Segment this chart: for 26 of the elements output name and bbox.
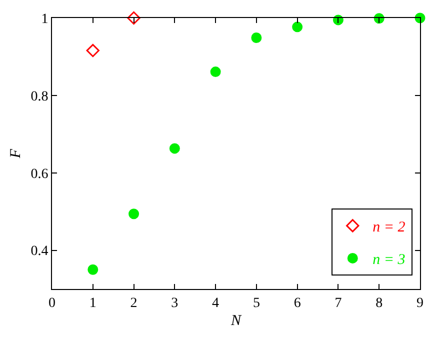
legend-label: n = 3 [372, 252, 406, 268]
y-axis-title: F [8, 148, 24, 160]
x-tick-label: 5 [252, 296, 260, 311]
x-tick-label: 7 [334, 296, 342, 311]
point [86, 44, 100, 58]
x-tick-label: 4 [212, 296, 220, 311]
x-tick-label: 8 [376, 296, 383, 311]
x-tick-label: 0 [48, 296, 56, 311]
x-tick-label: 1 [89, 296, 96, 311]
point [128, 208, 140, 220]
point [88, 264, 98, 275]
y-tick-label: 0.8 [30, 89, 48, 104]
legend-label: n = 2 [372, 220, 406, 236]
y-tick-label: 1 [41, 12, 48, 27]
x-axis-title: N [230, 312, 242, 329]
point [292, 22, 303, 32]
x-tick-label: 6 [294, 296, 301, 311]
y-tick-label: 0.6 [30, 166, 48, 182]
x-tick-label: 9 [416, 296, 424, 311]
x-tick-label: 2 [130, 296, 138, 311]
point [169, 143, 180, 154]
point [127, 11, 140, 25]
point [251, 32, 262, 43]
point [210, 66, 221, 78]
x-tick-label: 3 [171, 296, 178, 311]
y-tick-label: 0.4 [30, 244, 48, 260]
